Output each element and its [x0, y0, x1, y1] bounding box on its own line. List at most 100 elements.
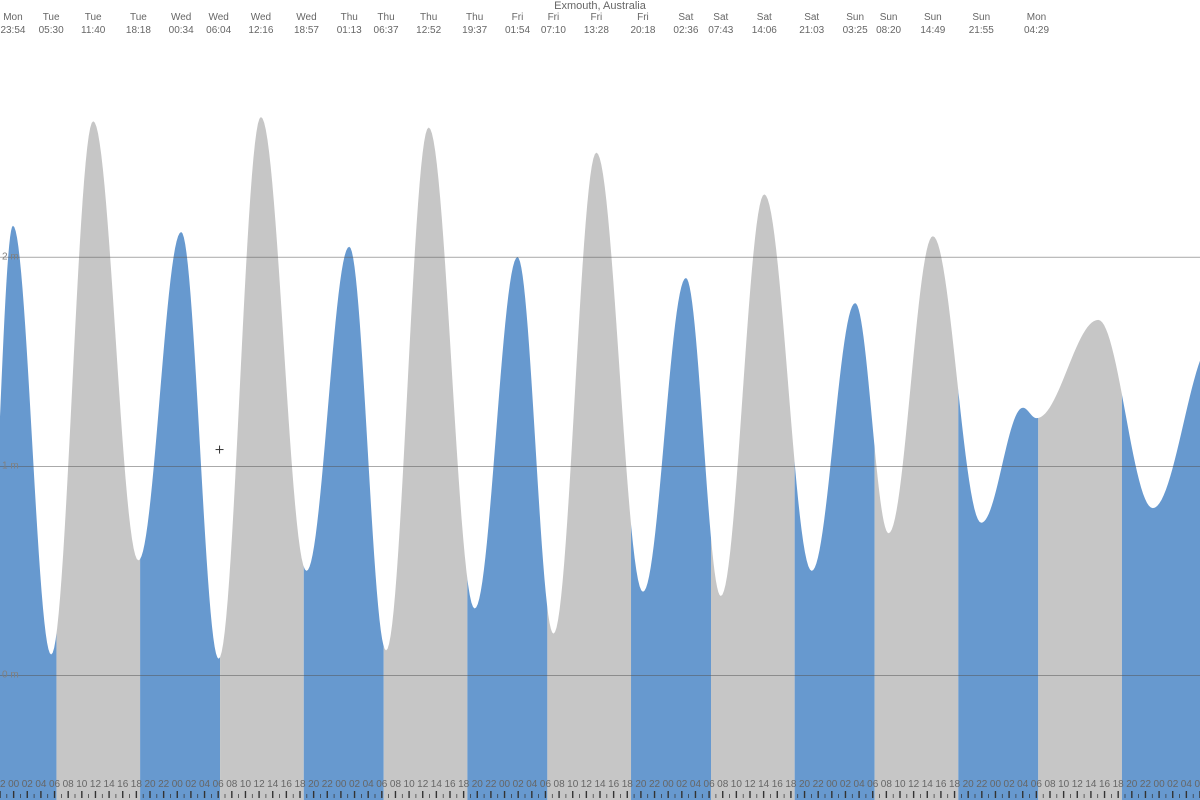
tide-time-label: Fri07:10: [541, 12, 566, 37]
x-axis-hour-label: 18: [1113, 779, 1124, 790]
x-axis-hour-label: 12: [1072, 779, 1083, 790]
x-axis-hour-label: 04: [1017, 779, 1028, 790]
tide-chart: Exmouth, Australia 0 m1 m2 mMon23:54Tue0…: [0, 0, 1200, 800]
x-axis-hour-label: 08: [63, 779, 74, 790]
x-axis-hour-label: 04: [363, 779, 374, 790]
x-axis-hour-label: 02: [1004, 779, 1015, 790]
x-axis-hour-label: 02: [676, 779, 687, 790]
x-axis-hour-label: 22: [0, 779, 6, 790]
x-axis-hour-label: 08: [554, 779, 565, 790]
x-axis-hour-label: 10: [731, 779, 742, 790]
tide-time-label: Thu12:52: [416, 12, 441, 37]
y-axis-label: 0 m: [2, 670, 19, 681]
x-axis-hour-label: 10: [76, 779, 87, 790]
x-axis-hour-label: 16: [117, 779, 128, 790]
x-axis-hour-label: 10: [1058, 779, 1069, 790]
x-axis-hour-label: 18: [294, 779, 305, 790]
x-axis-hour-label: 06: [1194, 779, 1200, 790]
x-axis-hour-label: 18: [949, 779, 960, 790]
tide-time-label: Sun21:55: [969, 12, 994, 37]
x-axis-hour-label: 14: [104, 779, 115, 790]
x-axis-hour-label: 18: [131, 779, 142, 790]
x-axis-hour-label: 04: [690, 779, 701, 790]
x-axis-hour-label: 14: [267, 779, 278, 790]
tide-time-label: Sun08:20: [876, 12, 901, 37]
chart-svg: [0, 0, 1200, 800]
x-axis-hour-label: 14: [431, 779, 442, 790]
x-axis-hour-label: 22: [158, 779, 169, 790]
x-axis-hour-label: 10: [894, 779, 905, 790]
tide-time-label: Sun14:49: [920, 12, 945, 37]
x-axis-hour-label: 00: [8, 779, 19, 790]
tide-time-label: Wed12:16: [248, 12, 273, 37]
x-axis-hour-label: 16: [1099, 779, 1110, 790]
tide-time-label: Mon04:29: [1024, 12, 1049, 37]
x-axis-hour-label: 18: [622, 779, 633, 790]
x-axis-hour-label: 08: [226, 779, 237, 790]
x-axis-hour-label: 16: [281, 779, 292, 790]
tide-time-label: Tue11:40: [81, 12, 105, 37]
x-axis-hour-label: 18: [458, 779, 469, 790]
x-axis-hour-label: 00: [172, 779, 183, 790]
x-axis-hour-label: 22: [1140, 779, 1151, 790]
x-axis-hour-label: 22: [813, 779, 824, 790]
x-axis-hour-label: 20: [308, 779, 319, 790]
tide-time-label: Sat21:03: [799, 12, 824, 37]
x-axis-hour-label: 00: [990, 779, 1001, 790]
x-axis-hour-label: 20: [472, 779, 483, 790]
x-axis-hour-label: 06: [1031, 779, 1042, 790]
x-axis-hour-label: 16: [608, 779, 619, 790]
x-axis-hour-label: 10: [240, 779, 251, 790]
x-axis-hour-label: 02: [840, 779, 851, 790]
x-axis-hour-label: 10: [404, 779, 415, 790]
x-axis-hour-label: 04: [35, 779, 46, 790]
x-axis-hour-label: 12: [744, 779, 755, 790]
x-axis-hour-label: 20: [1126, 779, 1137, 790]
x-axis-hour-label: 20: [963, 779, 974, 790]
x-axis-hour-label: 04: [1181, 779, 1192, 790]
x-axis-hour-label: 08: [1044, 779, 1055, 790]
tide-time-label: Fri01:54: [505, 12, 530, 37]
x-axis-hour-label: 00: [499, 779, 510, 790]
tide-time-label: Wed06:04: [206, 12, 231, 37]
x-axis-hour-label: 22: [649, 779, 660, 790]
x-axis-hour-label: 00: [335, 779, 346, 790]
x-axis-hour-label: 08: [881, 779, 892, 790]
x-axis-hour-label: 16: [444, 779, 455, 790]
x-axis-hour-label: 06: [376, 779, 387, 790]
x-axis-hour-label: 06: [867, 779, 878, 790]
x-axis-hour-label: 18: [785, 779, 796, 790]
x-axis-hour-label: 02: [513, 779, 524, 790]
x-axis-hour-label: 00: [1154, 779, 1165, 790]
tide-time-label: Sun03:25: [843, 12, 868, 37]
y-axis-label: 1 m: [2, 461, 19, 472]
x-axis-hour-label: 06: [704, 779, 715, 790]
tide-time-label: Fri20:18: [630, 12, 655, 37]
tide-time-label: Sat14:06: [752, 12, 777, 37]
x-axis-hour-label: 12: [581, 779, 592, 790]
tide-time-label: Sat02:36: [673, 12, 698, 37]
tide-time-label: Thu01:13: [337, 12, 362, 37]
x-axis-hour-label: 16: [935, 779, 946, 790]
x-axis-hour-label: 02: [185, 779, 196, 790]
x-axis-hour-label: 14: [758, 779, 769, 790]
x-axis-hour-label: 14: [922, 779, 933, 790]
x-axis-hour-label: 12: [417, 779, 428, 790]
x-axis-hour-label: 08: [390, 779, 401, 790]
x-axis-hour-label: 16: [772, 779, 783, 790]
tide-time-label: Sat07:43: [708, 12, 733, 37]
tide-time-label: Thu19:37: [462, 12, 487, 37]
x-axis-hour-label: 14: [1085, 779, 1096, 790]
tide-time-label: Tue05:30: [39, 12, 64, 37]
tide-time-label: Fri13:28: [584, 12, 609, 37]
x-axis-hour-label: 02: [22, 779, 33, 790]
x-axis-hour-label: 02: [1167, 779, 1178, 790]
x-axis-hour-label: 22: [485, 779, 496, 790]
tide-time-label: Wed18:57: [294, 12, 319, 37]
x-axis-hour-label: 20: [799, 779, 810, 790]
x-axis-hour-label: 00: [663, 779, 674, 790]
x-axis-hour-label: 06: [213, 779, 224, 790]
x-axis-hour-label: 22: [976, 779, 987, 790]
x-axis-hour-label: 04: [854, 779, 865, 790]
x-axis-hour-label: 04: [199, 779, 210, 790]
